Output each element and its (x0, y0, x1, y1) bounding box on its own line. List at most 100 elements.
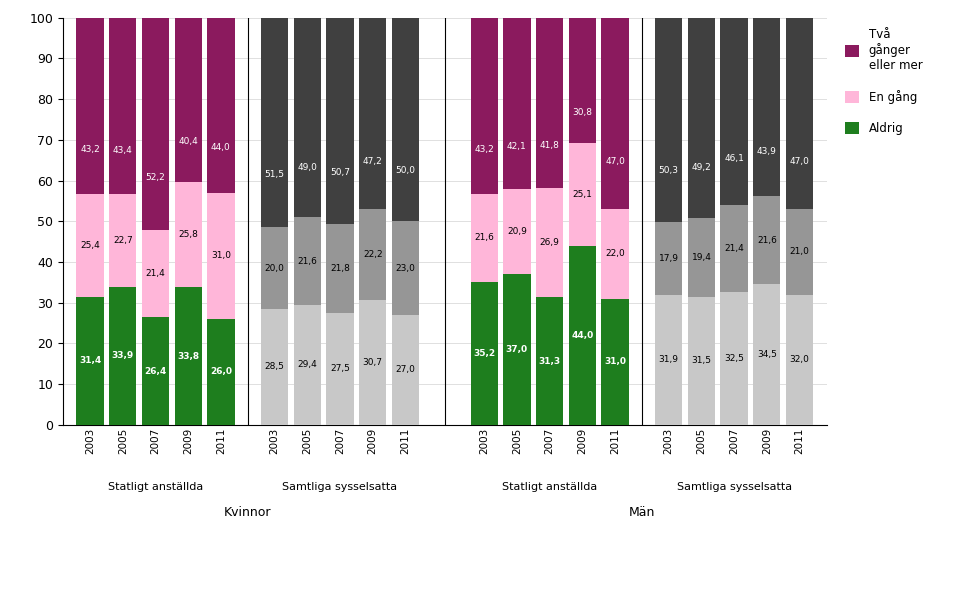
Bar (109, 18, 136, 194)
Bar (569, 18, 596, 143)
Text: 22,2: 22,2 (363, 250, 383, 259)
Bar (503, 274, 531, 425)
Bar (327, 224, 354, 313)
Bar (207, 14, 235, 193)
Bar (655, 17, 683, 222)
Bar (76, 194, 103, 297)
Text: 41,8: 41,8 (540, 141, 560, 150)
Text: 20,9: 20,9 (507, 227, 527, 236)
Text: 26,4: 26,4 (144, 366, 166, 376)
Bar (569, 245, 596, 425)
Bar (76, 297, 103, 425)
Bar (294, 217, 321, 305)
Bar (392, 221, 419, 315)
Bar (359, 300, 387, 425)
Text: 21,4: 21,4 (724, 244, 744, 254)
Bar (327, 313, 354, 425)
Text: 32,0: 32,0 (790, 355, 809, 364)
Text: 31,5: 31,5 (691, 356, 712, 365)
Text: 21,4: 21,4 (146, 269, 165, 278)
Text: 44,0: 44,0 (571, 331, 594, 340)
Text: 51,5: 51,5 (265, 171, 284, 179)
Bar (688, 17, 715, 218)
Bar (601, 209, 629, 299)
Text: 21,6: 21,6 (474, 233, 494, 242)
Text: 31,3: 31,3 (539, 356, 561, 366)
Bar (392, 315, 419, 425)
Text: 50,7: 50,7 (330, 168, 350, 177)
Text: 31,9: 31,9 (659, 355, 679, 365)
Text: Samtliga sysselsatta: Samtliga sysselsatta (282, 482, 397, 492)
Text: 44,0: 44,0 (211, 143, 231, 152)
Bar (471, 281, 498, 425)
Bar (536, 297, 563, 425)
Text: 23,0: 23,0 (396, 264, 416, 273)
Text: 21,8: 21,8 (330, 264, 350, 273)
Text: 22,7: 22,7 (113, 236, 132, 245)
Text: 21,6: 21,6 (298, 257, 317, 266)
Bar (503, 18, 531, 189)
Text: 31,4: 31,4 (79, 356, 102, 365)
Text: 35,2: 35,2 (473, 349, 495, 358)
Text: Samtliga sysselsatta: Samtliga sysselsatta (677, 482, 792, 492)
Text: 43,4: 43,4 (113, 146, 132, 155)
Bar (655, 222, 683, 295)
Text: 50,3: 50,3 (659, 166, 679, 175)
Bar (261, 227, 288, 309)
Text: 30,7: 30,7 (363, 358, 383, 367)
Text: 47,0: 47,0 (605, 157, 625, 166)
Bar (688, 297, 715, 425)
Bar (142, 18, 169, 230)
Text: 26,9: 26,9 (540, 238, 560, 247)
Bar (175, 287, 202, 425)
Bar (392, 18, 419, 221)
Text: 34,5: 34,5 (757, 350, 777, 359)
Bar (294, 305, 321, 425)
Text: 19,4: 19,4 (691, 253, 712, 261)
Bar (753, 196, 780, 284)
Text: 30,8: 30,8 (572, 107, 593, 117)
Text: 33,9: 33,9 (111, 351, 134, 360)
Text: Statligt anställda: Statligt anställda (108, 482, 203, 492)
Bar (359, 209, 387, 300)
Bar (261, 18, 288, 227)
Text: 22,0: 22,0 (605, 250, 625, 258)
Text: 26,0: 26,0 (210, 368, 232, 376)
Bar (109, 287, 136, 425)
Bar (786, 294, 813, 425)
Text: 25,4: 25,4 (80, 241, 100, 250)
Bar (359, 17, 387, 209)
Bar (536, 188, 563, 297)
Bar (753, 18, 780, 196)
Text: 52,2: 52,2 (146, 173, 165, 182)
Text: 47,0: 47,0 (790, 157, 809, 166)
Bar (601, 18, 629, 209)
Bar (207, 193, 235, 319)
Bar (76, 18, 103, 194)
Legend: Två
gånger
eller mer, En gång, Aldrig: Två gånger eller mer, En gång, Aldrig (840, 24, 927, 140)
Text: 28,5: 28,5 (265, 362, 284, 371)
Text: 29,4: 29,4 (298, 360, 317, 369)
Bar (142, 317, 169, 425)
Text: 27,5: 27,5 (330, 364, 350, 373)
Text: 32,5: 32,5 (724, 354, 744, 363)
Bar (142, 230, 169, 317)
Text: 43,2: 43,2 (80, 145, 100, 154)
Bar (471, 18, 498, 194)
Bar (720, 18, 747, 205)
Text: 40,4: 40,4 (178, 136, 198, 146)
Text: 31,0: 31,0 (604, 357, 626, 366)
Text: Män: Män (629, 506, 655, 519)
Bar (207, 319, 235, 425)
Text: Statligt anställda: Statligt anställda (502, 482, 598, 492)
Bar (720, 205, 747, 293)
Text: 17,9: 17,9 (659, 254, 679, 263)
Bar (569, 143, 596, 245)
Bar (720, 293, 747, 425)
Bar (294, 18, 321, 217)
Bar (175, 182, 202, 287)
Text: 42,1: 42,1 (507, 142, 527, 150)
Bar (753, 284, 780, 425)
Text: Kvinnor: Kvinnor (224, 506, 272, 519)
Bar (655, 295, 683, 425)
